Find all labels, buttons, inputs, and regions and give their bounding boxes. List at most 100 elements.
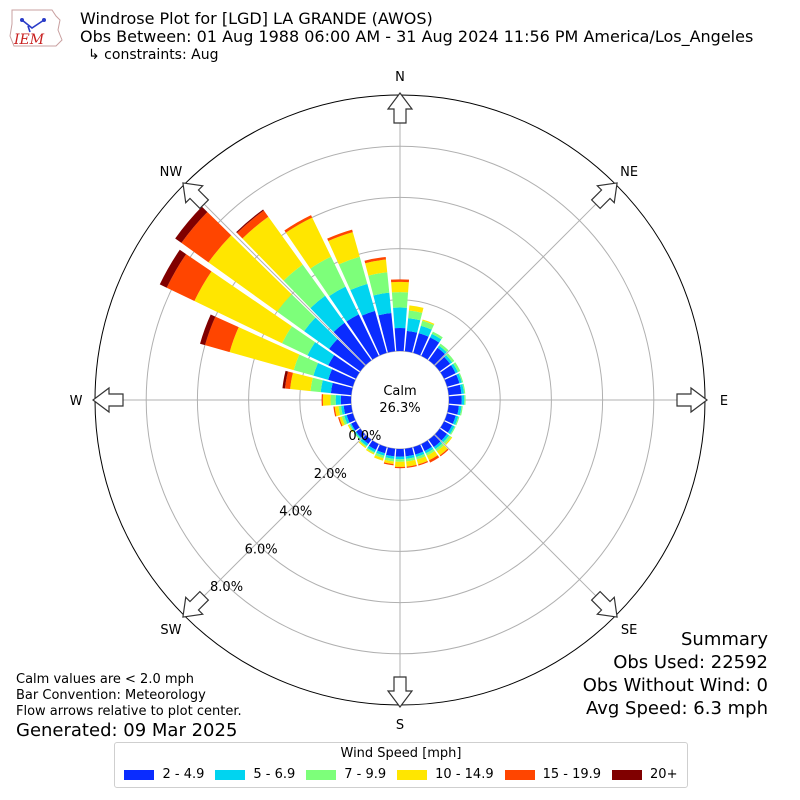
bar-dir50-bin2 xyxy=(446,353,455,363)
compass-label-E: E xyxy=(720,394,728,409)
legend-item-2: 7 - 9.9 xyxy=(306,767,386,782)
bar-dir40-bin1 xyxy=(437,345,447,354)
bar-dir170-bin1 xyxy=(405,454,415,459)
flow-arrow-SW xyxy=(182,590,210,618)
bar-dir250-bin4 xyxy=(338,417,343,427)
radial-tick-label-1: 2.0% xyxy=(314,467,347,482)
legend-item-3: 10 - 14.9 xyxy=(397,767,494,782)
iem-logo: IEM xyxy=(9,9,63,48)
bar-dir70-bin0 xyxy=(444,374,460,387)
bar-dir220-bin1 xyxy=(360,438,369,447)
bar-dir260-bin2 xyxy=(338,405,343,416)
bar-dir320-bin5 xyxy=(236,209,264,234)
legend-swatch-2 xyxy=(306,769,337,780)
legend-swatch-1 xyxy=(215,769,246,780)
bar-dir40-bin0 xyxy=(428,347,445,365)
bar-dir320-bin1 xyxy=(310,295,345,332)
bar-dir250-bin0 xyxy=(346,413,356,423)
bar-dir10-bin2 xyxy=(408,310,423,321)
bar-dir270-bin0 xyxy=(340,395,352,405)
bar-dir260-bin1 xyxy=(341,405,346,415)
bar-dir0-bin4 xyxy=(390,279,410,283)
bar-dir10-bin0 xyxy=(404,330,418,353)
bar-dir330-bin3 xyxy=(285,217,332,269)
bar-dir20-bin0 xyxy=(413,333,429,356)
bar-dir190-bin4 xyxy=(383,462,394,466)
legend-label-3: 10 - 14.9 xyxy=(435,767,494,782)
bar-dir20-bin2 xyxy=(420,320,434,330)
constraints: ↳ constraints: Aug xyxy=(88,47,219,63)
bar-dir290-bin5 xyxy=(200,314,216,346)
flow-arrow-shape-3 xyxy=(590,590,618,618)
bar-dir330-bin1 xyxy=(329,286,359,322)
bar-dir70-bin2 xyxy=(458,372,464,383)
bar-dir40-bin2 xyxy=(439,343,449,353)
bar-dir300-bin4 xyxy=(166,254,212,302)
bar-dir60-bin0 xyxy=(440,365,456,379)
flow-arrow-NE xyxy=(590,182,618,210)
bar-dir210-bin1 xyxy=(367,445,376,453)
bar-dir190-bin0 xyxy=(386,447,396,457)
bar-dir100-bin0 xyxy=(447,404,459,415)
bar-dir10-bin1 xyxy=(406,318,421,333)
bar-dir140-bin1 xyxy=(433,441,443,450)
bar-dir80-bin2 xyxy=(462,383,466,394)
bar-dir330-bin2 xyxy=(310,256,346,297)
flow-arrow-N xyxy=(386,92,414,124)
flow-arrow-shape-6 xyxy=(92,386,124,414)
bar-dir290-bin0 xyxy=(328,369,356,387)
flow-arrow-NW xyxy=(182,182,210,210)
compass-label-NW: NW xyxy=(160,165,183,180)
bar-dir300-bin0 xyxy=(328,355,360,379)
bar-dir290-bin3 xyxy=(229,327,300,371)
flow-arrows-note: Flow arrows relative to plot center. xyxy=(16,704,242,719)
bar-dir270-bin2 xyxy=(330,394,336,406)
flow-arrow-SE xyxy=(590,590,618,618)
flow-arrow-shape-7 xyxy=(182,182,210,210)
bar-dir160-bin2 xyxy=(416,453,426,460)
bar-dir200-bin1 xyxy=(376,450,386,456)
flow-arrow-shape-0 xyxy=(386,92,414,124)
bar-dir140-bin3 xyxy=(436,445,448,456)
flow-arrow-E xyxy=(676,386,708,414)
radial-tick-label-3: 6.0% xyxy=(245,542,278,557)
bar-dir100-bin1 xyxy=(457,405,462,416)
bar-dir180-bin0 xyxy=(395,448,405,457)
bar-dir310-bin1 xyxy=(304,317,338,349)
bar-dir240-bin3 xyxy=(347,424,354,433)
legend-item-1: 5 - 6.9 xyxy=(215,767,295,782)
bar-dir340-bin0 xyxy=(361,310,387,356)
logo-text: IEM xyxy=(13,32,45,48)
bar-dir260-bin0 xyxy=(343,404,353,414)
legend-label-5: 20+ xyxy=(650,767,678,782)
bar-dir270-bin3 xyxy=(322,394,331,406)
bar-dir120-bin1 xyxy=(447,425,455,435)
bar-dir200-bin3 xyxy=(374,455,384,461)
radial-tick-label-4: 8.0% xyxy=(210,580,243,595)
flow-arrows xyxy=(92,92,708,708)
legend-item-4: 15 - 19.9 xyxy=(504,767,601,782)
obs-without-wind: Obs Without Wind: 0 xyxy=(582,675,768,696)
legend-title: Wind Speed [mph] xyxy=(340,746,462,761)
bar-dir220-bin0 xyxy=(362,435,372,444)
bar-dir0-bin0 xyxy=(394,327,406,352)
legend-label-0: 2 - 4.9 xyxy=(162,767,205,782)
grid-spoke-7 xyxy=(183,183,366,366)
bar-dir180-bin1 xyxy=(395,456,405,460)
grid-spoke-3 xyxy=(434,434,617,617)
bar-dir30-bin1 xyxy=(430,333,442,343)
summary-panel: Summary Obs Used: 22592 Obs Without Wind… xyxy=(583,628,768,720)
compass-label-SE: SE xyxy=(621,623,637,638)
bar-dir180-bin2 xyxy=(395,459,405,462)
bar-dir50-bin1 xyxy=(444,355,453,364)
compass-label-NE: NE xyxy=(620,165,638,180)
bar-dir200-bin2 xyxy=(375,452,385,459)
bar-dir300-bin2 xyxy=(282,326,316,356)
bar-dir350-bin1 xyxy=(373,292,392,316)
compass-label-W: W xyxy=(70,394,83,409)
bar-dir150-bin3 xyxy=(426,451,438,461)
bar-dir190-bin1 xyxy=(385,454,395,459)
bar-dir20-bin3 xyxy=(422,319,435,326)
bar-dir340-bin1 xyxy=(350,283,375,316)
bar-dir160-bin4 xyxy=(418,460,429,466)
